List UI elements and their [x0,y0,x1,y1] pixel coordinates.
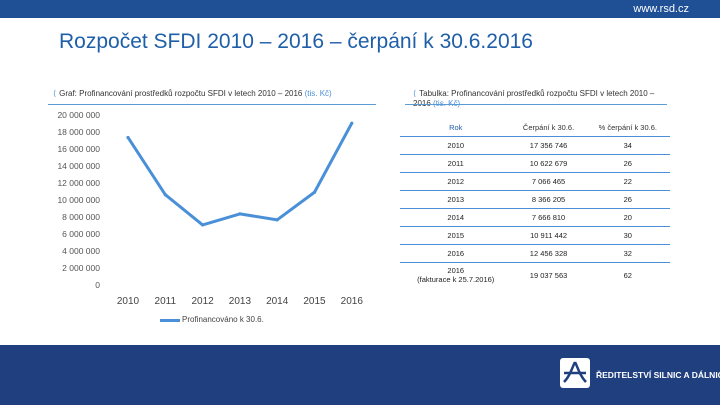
table-row: 2011 10 622 679 26 [400,154,670,173]
cell-pct: 62 [623,270,632,280]
cell-pct: 22 [585,172,670,191]
table-caption: ⟨ Tabulka: Profinancování prostředků rozp… [413,89,663,109]
cell-year: 2010 [400,136,512,155]
legend-label: Profinancováno k 30.6. [182,315,264,324]
data-point [350,121,354,125]
table-header-value: Čerpání k 30.6. [511,118,586,137]
data-point [238,212,242,216]
y-tick-label: 20 000 000 [57,110,100,120]
table-row: 2016 12 456 328 32 [400,244,670,263]
y-tick-label: 12 000 000 [57,178,100,188]
x-tick-label: 2014 [266,296,289,307]
cell-value: 10 911 442 [511,226,586,245]
y-tick-label: 4 000 000 [62,246,100,256]
x-tick-label: 2015 [303,296,326,307]
y-tick-label: 14 000 000 [57,161,100,171]
cell-year: 2016 [400,244,512,263]
cell-value: 7 066 465 [511,172,586,191]
cell-year: 2013 [400,190,512,209]
chart-caption-text: Graf: Profinancování prostředků rozpočtu… [59,89,305,98]
chart-caption-divider [48,104,376,105]
cell-pct: 30 [585,226,670,245]
chart-caption-unit: (tis. Kč) [304,89,332,98]
page-title: Rozpočet SFDI 2010 – 2016 – čerpání k 30… [59,30,533,53]
cell-year: 2011 [400,154,512,173]
x-tick-label: 2016 [341,296,364,307]
bullet-icon: ⟨ [53,89,57,98]
cell-year: 2012 [400,172,512,191]
footer-org-name: ŘEDITELSTVÍ SILNIC A DÁLNIC ČR [596,370,720,380]
y-tick-label: 0 [95,280,100,290]
cell-value: 7 666 810 [511,208,586,227]
y-tick-label: 18 000 000 [57,127,100,137]
cell-year: 2016 [447,266,465,275]
cell-year-note: 2016 (fakturace k 25.7.2016) [400,263,512,288]
table-row: 2015 10 911 442 30 [400,226,670,245]
table-row-invoiced: 2016 (fakturace k 25.7.2016) 19 037 563 6… [400,263,670,288]
x-tick-label: 2011 [155,296,177,307]
cell-value: 17 356 746 [511,136,586,155]
rsd-logo-icon [560,358,590,388]
cell-pct: 34 [585,136,670,155]
data-point [312,190,317,194]
table-row: 2010 17 356 746 34 [400,136,670,155]
table-header-row: Rok Čerpání k 30.6. % čerpání k 30.6. [400,118,670,137]
y-tick-label: 6 000 000 [62,229,100,239]
line-chart: 0 2 000 000 4 000 000 6 000 000 8 000 000 10 … [57,110,364,307]
bullet-icon: ⟨ [413,89,417,98]
data-point [126,135,130,140]
table-caption-unit: (tis. Kč) [433,99,460,108]
y-tick-label: 8 000 000 [62,212,100,222]
data-point [275,218,279,222]
cell-pct: 26 [585,190,670,209]
chart-caption: ⟨ Graf: Profinancování prostředků rozpočt… [53,89,373,98]
cell-year: 2014 [400,208,512,227]
y-tick-label: 16 000 000 [57,144,100,154]
cell-pct: 32 [585,244,670,263]
table-caption-divider [405,104,667,105]
table-row: 2012 7 066 465 22 [400,172,670,191]
x-tick-label: 2010 [117,296,140,307]
table-header-pct: % čerpání k 30.6. [585,118,670,137]
data-table: Rok Čerpání k 30.6. % čerpání k 30.6. 20… [400,118,670,287]
cell-note: (fakturace k 25.7.2016) [417,275,495,284]
y-tick-label: 10 000 000 [57,195,100,205]
table-caption-text: Tabulka: Profinancování prostředků rozpo… [413,89,655,108]
table-header-year: Rok [400,118,512,137]
cell-value: 12 456 328 [511,244,586,263]
series-line [126,122,354,227]
cell-value: 8 366 205 [511,190,586,209]
y-tick-label: 2 000 000 [62,263,100,273]
data-point [163,193,167,197]
site-url[interactable]: www.rsd.cz [633,3,689,15]
x-tick-label: 2012 [191,296,214,307]
cell-pct: 20 [585,208,670,227]
cell-pct: 26 [585,154,670,173]
legend-line-swatch [160,319,180,322]
footer-bar [0,345,720,405]
cell-value: 10 622 679 [511,154,586,173]
cell-year: 2015 [400,226,512,245]
top-bar: www.rsd.cz [0,0,720,18]
table-row: 2014 7 666 810 20 [400,208,670,227]
x-tick-label: 2013 [229,296,252,307]
table-row: 2013 8 366 205 26 [400,190,670,209]
cell-value: 19 037 563 [529,270,568,280]
data-point [201,223,205,227]
